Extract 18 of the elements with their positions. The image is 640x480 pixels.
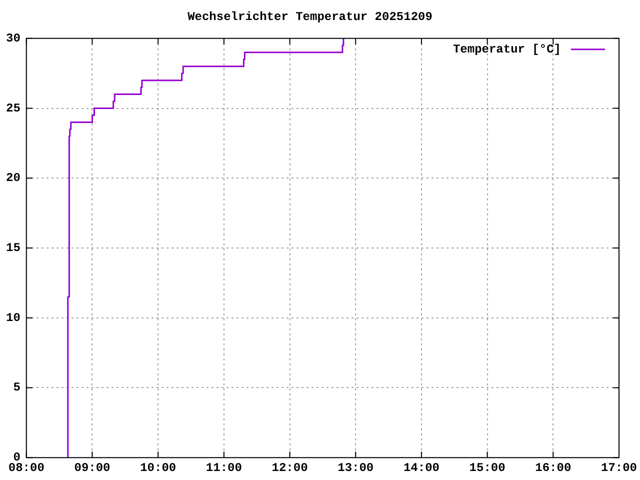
y-tick-label: 25 bbox=[6, 101, 20, 116]
x-tick-label: 17:00 bbox=[600, 460, 638, 475]
x-tick-label: 16:00 bbox=[535, 460, 572, 475]
x-tick-label: 09:00 bbox=[74, 460, 110, 475]
x-tick-label: 13:00 bbox=[338, 460, 374, 475]
y-tick-label: 20 bbox=[6, 171, 20, 186]
x-tick-label: 15:00 bbox=[469, 460, 506, 475]
y-tick-label: 15 bbox=[6, 241, 20, 256]
chart-title: Wechselrichter Temperatur 20251209 bbox=[188, 10, 432, 24]
x-tick-label: 12:00 bbox=[272, 460, 308, 475]
x-tick-label: 08:00 bbox=[8, 460, 44, 475]
x-tick-label: 11:00 bbox=[206, 460, 242, 475]
y-tick-label: 10 bbox=[6, 310, 20, 325]
legend-label: Temperatur [°C] bbox=[452, 42, 561, 56]
x-tick-label: 14:00 bbox=[403, 460, 440, 475]
y-tick-label: 30 bbox=[6, 31, 20, 46]
y-tick-label: 5 bbox=[13, 380, 20, 395]
x-tick-label: 10:00 bbox=[140, 460, 176, 475]
